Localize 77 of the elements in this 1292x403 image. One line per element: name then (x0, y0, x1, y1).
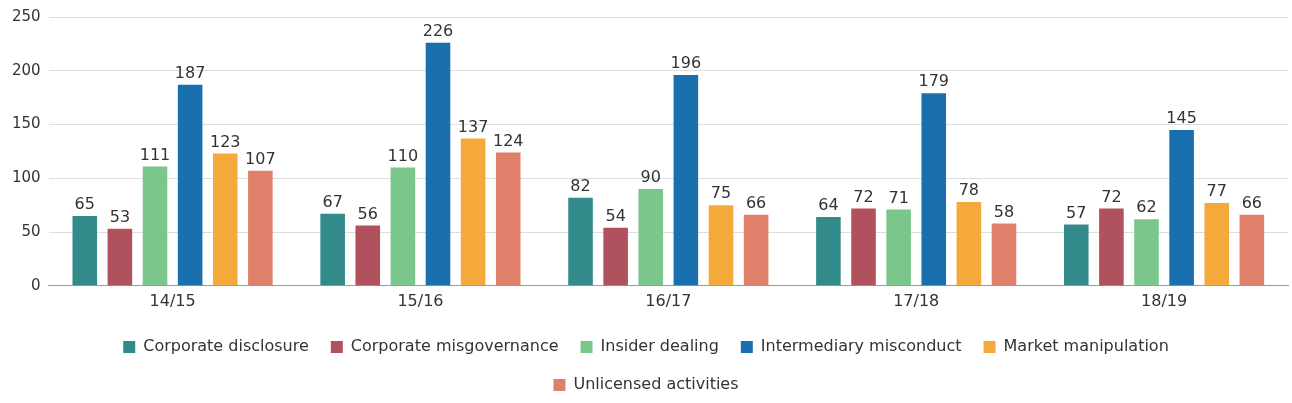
bar (816, 216, 841, 286)
bar (495, 152, 521, 286)
bar (1134, 219, 1159, 286)
bar (921, 93, 947, 286)
bar (248, 170, 273, 286)
data-label: 124 (492, 130, 524, 150)
bar (425, 42, 451, 286)
data-label: 65 (74, 194, 95, 214)
data-label: 111 (139, 144, 171, 164)
data-label: 66 (1241, 192, 1263, 212)
data-label: 110 (387, 145, 419, 165)
bar (886, 209, 911, 286)
x-tick-label: 14/15 (149, 290, 196, 310)
data-label: 107 (245, 148, 276, 168)
bar (460, 138, 486, 286)
legend-label: Corporate disclosure (143, 336, 309, 356)
y-tick-label: 100 (11, 168, 41, 187)
y-tick-label: 50 (21, 221, 41, 240)
legend-label: Intermediary misconduct (760, 336, 962, 356)
bar (991, 223, 1017, 286)
legend-label: Unlicensed activities (573, 374, 739, 394)
bar (1239, 214, 1265, 286)
bar (956, 201, 982, 286)
bar (708, 205, 734, 286)
bar (320, 213, 345, 286)
bar (390, 167, 416, 286)
data-label: 72 (853, 186, 874, 206)
data-label: 62 (1136, 197, 1157, 217)
bar (177, 84, 203, 286)
legend-label: Corporate misgovernance (350, 336, 559, 356)
x-tick-label: 15/16 (397, 290, 444, 310)
bar (568, 197, 593, 286)
data-label: 57 (1066, 202, 1087, 222)
data-label: 90 (640, 167, 661, 187)
bar (212, 153, 238, 286)
data-label: 82 (570, 175, 591, 195)
data-label: 78 (958, 180, 980, 200)
y-tick-label: 150 (11, 114, 41, 133)
data-label: 71 (888, 187, 909, 207)
bar (603, 227, 628, 286)
data-label: 72 (1101, 186, 1122, 206)
data-label: 145 (1166, 108, 1197, 128)
data-label: 64 (818, 195, 839, 215)
y-tick-label: 200 (11, 60, 41, 79)
data-label: 137 (457, 116, 489, 136)
data-label: 58 (993, 201, 1015, 221)
y-tick-label: 0 (31, 275, 41, 294)
data-label: 53 (109, 206, 131, 226)
bar (1169, 129, 1194, 286)
data-label: 226 (422, 20, 454, 40)
data-label: 67 (322, 191, 343, 211)
data-label: 187 (174, 62, 206, 82)
bar (1063, 224, 1089, 286)
data-label: 56 (357, 203, 378, 223)
data-label: 196 (670, 53, 702, 73)
bar (355, 225, 381, 286)
bar (1099, 208, 1124, 286)
x-tick-label: 17/18 (893, 290, 940, 310)
data-label: 179 (918, 71, 950, 91)
bar (851, 208, 876, 286)
bar (743, 214, 769, 286)
data-label: 75 (710, 183, 732, 203)
y-tick-label: 250 (11, 6, 41, 25)
bar (638, 189, 664, 286)
data-label: 123 (209, 131, 241, 151)
x-tick-label: 16/17 (645, 290, 692, 310)
bar (107, 228, 133, 286)
bar (673, 75, 699, 286)
bar (142, 166, 168, 286)
data-label: 77 (1206, 181, 1227, 201)
legend-label: Insider dealing (600, 336, 719, 356)
bar (72, 215, 98, 286)
data-label: 66 (745, 192, 767, 212)
x-tick-label: 18/19 (1141, 290, 1188, 310)
data-label: 54 (605, 205, 626, 225)
bar (1204, 203, 1230, 286)
legend-label: Market manipulation (1003, 336, 1169, 356)
